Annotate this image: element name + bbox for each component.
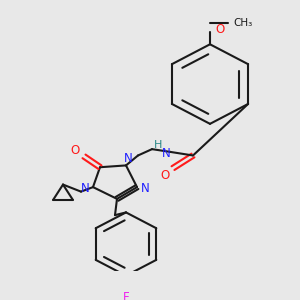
Text: N: N bbox=[141, 182, 149, 195]
Text: O: O bbox=[215, 23, 225, 36]
Text: N: N bbox=[81, 182, 89, 195]
Text: O: O bbox=[160, 169, 169, 182]
Text: H: H bbox=[154, 140, 162, 150]
Text: CH₃: CH₃ bbox=[233, 18, 253, 28]
Text: N: N bbox=[124, 152, 132, 165]
Text: O: O bbox=[70, 145, 80, 158]
Text: N: N bbox=[162, 147, 170, 160]
Text: F: F bbox=[123, 291, 129, 300]
